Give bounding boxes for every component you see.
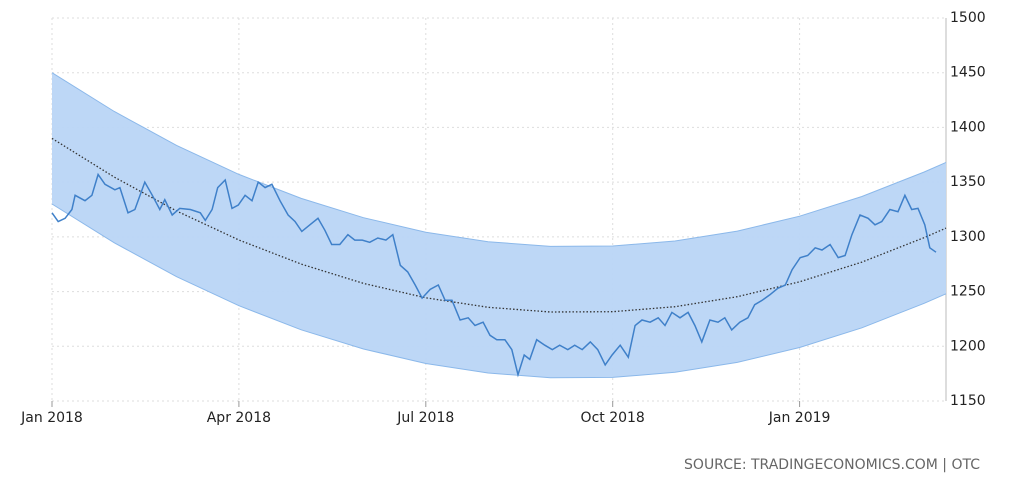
band-edge: [51, 203, 947, 379]
band-edge: [51, 72, 947, 247]
x-tick-label: Oct 2018: [581, 410, 645, 426]
y-tick-label: 1150: [950, 393, 986, 409]
x-tick-label: Jul 2018: [396, 410, 454, 426]
y-tick-label: 1350: [950, 174, 986, 190]
x-tick-label: Jan 2019: [768, 410, 831, 426]
y-tick-label: 1450: [950, 65, 986, 81]
y-tick-label: 1250: [950, 284, 986, 300]
y-tick-label: 1400: [950, 119, 986, 135]
x-tick-label: Apr 2018: [207, 410, 271, 426]
price-line: [51, 172, 937, 378]
band: [52, 72, 946, 378]
x-tick-label: Jan 2018: [20, 410, 83, 426]
source-note: SOURCE: TRADINGECONOMICS.COM | OTC: [684, 457, 980, 473]
y-tick-label: 1300: [950, 229, 986, 245]
y-tick-label: 1200: [950, 338, 986, 354]
y-tick-label: 1500: [950, 10, 986, 26]
trend-line: [51, 137, 947, 313]
